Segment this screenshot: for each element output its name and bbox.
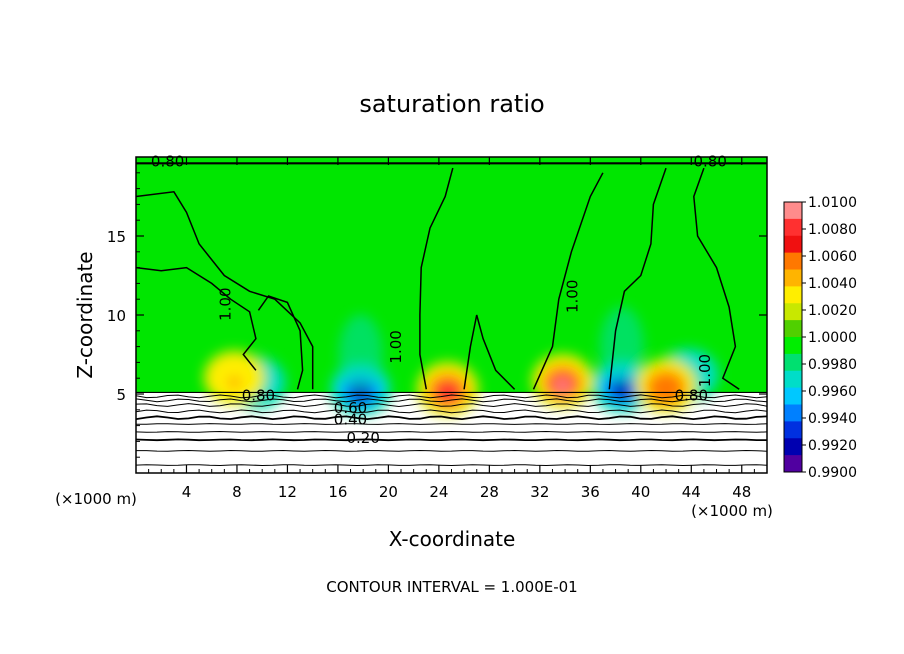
contour-label-7: 1.00 (564, 280, 582, 313)
y-axis-label: Z-coordinate (73, 251, 97, 378)
haze-column-1 (599, 306, 644, 387)
x-tick-label-1: 8 (232, 483, 242, 501)
x-tick-label-9: 40 (631, 483, 650, 501)
haze-column-0 (338, 314, 383, 395)
lower-contour-line-6 (136, 409, 767, 414)
colorbar-swatch-6 (784, 303, 802, 321)
colorbar-swatch-14 (784, 438, 802, 456)
colorbar-swatch-15 (784, 455, 802, 473)
warm-core-0-ring-5 (440, 387, 455, 400)
y-tick-label-1: 10 (107, 307, 126, 325)
upper-contour-line-0 (136, 190, 314, 390)
lower-contour-line-3 (136, 430, 767, 433)
x-tick-label-7: 32 (530, 483, 549, 501)
colorbar-label-6: 0.9980 (808, 357, 857, 373)
contour-label-2: 0.60 (334, 399, 367, 417)
x-tick-label-8: 36 (581, 483, 600, 501)
cool-core-1-ring-5 (614, 384, 630, 397)
colorbar-label-2: 1.0060 (808, 249, 857, 265)
contour-label-4: 0.80 (675, 387, 708, 405)
x-tick-label-0: 4 (182, 483, 192, 501)
x-axis: 4 8 12 16 20 24 28 32 36 40 44 48 (148, 157, 755, 501)
contour-label-3: 0.80 (242, 387, 275, 405)
x-tick-label-10: 44 (682, 483, 701, 501)
lower-contour-line-2 (136, 438, 767, 442)
colorbar: 1.0100 1.0080 1.0060 1.0040 1.0020 1.0000 0.99… (783, 195, 857, 481)
upper-contour-line-5 (532, 172, 604, 390)
warm-core-3-ring-5 (227, 376, 242, 389)
lower-contour-line-4 (136, 423, 767, 425)
colorbar-label-10: 0.9900 (808, 465, 857, 481)
colorbar-swatch-7 (784, 320, 802, 338)
contour-label-1: 0.40 (334, 410, 367, 428)
lower-contour-line-7 (136, 403, 767, 408)
colorbar-swatch-9 (784, 353, 802, 372)
colorbar-swatch-0 (784, 202, 802, 220)
colorbar-label-0: 1.0100 (808, 195, 857, 211)
colorbar-swatch-4 (784, 269, 802, 287)
contour-label-5: 1.00 (217, 287, 235, 320)
x-tick-label-3: 16 (328, 483, 347, 501)
upper-contour-line-3 (419, 167, 454, 390)
x-tick-label-5: 24 (429, 483, 448, 501)
colorbar-label-3: 1.0040 (808, 276, 857, 292)
lower-contour-line-1 (136, 449, 767, 452)
colorbar-swatch-2 (784, 235, 802, 254)
colorbar-label-7: 0.9960 (808, 384, 857, 400)
contour-interval-note: CONTOUR INTERVAL = 1.000E-01 (326, 578, 577, 596)
colorbar-swatch-10 (784, 370, 802, 389)
contour-label-layer: 0.200.400.600.80 0.801.001.001.001.000.80… (151, 153, 727, 448)
x-tick-label-2: 12 (278, 483, 297, 501)
upper-contour-line-1 (136, 266, 257, 371)
x-tick-label-4: 20 (379, 483, 398, 501)
chart-title: saturation ratio (359, 90, 544, 118)
warm-core-1-ring-5 (555, 379, 570, 392)
plot-area (136, 157, 767, 473)
contour-label-0: 0.20 (346, 429, 379, 447)
y-unit-label: (×1000 m) (55, 490, 137, 508)
colorbar-swatch-12 (784, 404, 802, 422)
lower-contour-line-9 (136, 394, 767, 399)
lower-contour-line-0 (136, 464, 767, 467)
upper-contour-line-4 (463, 314, 516, 390)
colorbar-swatch-3 (784, 252, 802, 270)
upper-contour-line-6 (608, 167, 667, 390)
colorbar-swatch-11 (784, 387, 802, 405)
warm-core-2-ring-5 (658, 384, 674, 397)
colorbar-label-8: 0.9940 (808, 411, 857, 427)
colorbar-label-5: 1.0000 (808, 330, 857, 346)
upper-contour-line-2 (257, 295, 304, 390)
y-tick-label-0: 5 (116, 386, 126, 404)
colorbar-label-4: 1.0020 (808, 303, 857, 319)
lower-contour-line-8 (136, 398, 767, 403)
colorbar-label-1: 1.0080 (808, 222, 857, 238)
colorbar-swatch-1 (784, 218, 802, 237)
upper-contours (136, 162, 767, 390)
upper-contour-line-7 (693, 167, 740, 390)
colorbar-label-9: 0.9920 (808, 438, 857, 454)
contour-label-6: 1.00 (387, 330, 405, 363)
x-tick-label-6: 28 (480, 483, 499, 501)
x-tick-label-11: 48 (732, 483, 751, 501)
lower-contours (136, 391, 767, 467)
contour-label-10: 0.80 (693, 153, 726, 171)
y-axis: 5 10 15 (107, 172, 767, 458)
contour-label-9: 0.80 (151, 153, 184, 171)
lower-contour-line-5 (136, 415, 767, 421)
contour-label-8: 1.00 (696, 354, 714, 387)
colorbar-swatch-5 (784, 286, 802, 304)
x-unit-label: (×1000 m) (691, 502, 773, 520)
y-tick-label-2: 15 (107, 228, 126, 246)
colorbar-swatch-13 (784, 421, 802, 439)
x-axis-label: X-coordinate (389, 527, 516, 551)
colorbar-swatch-8 (784, 337, 802, 355)
